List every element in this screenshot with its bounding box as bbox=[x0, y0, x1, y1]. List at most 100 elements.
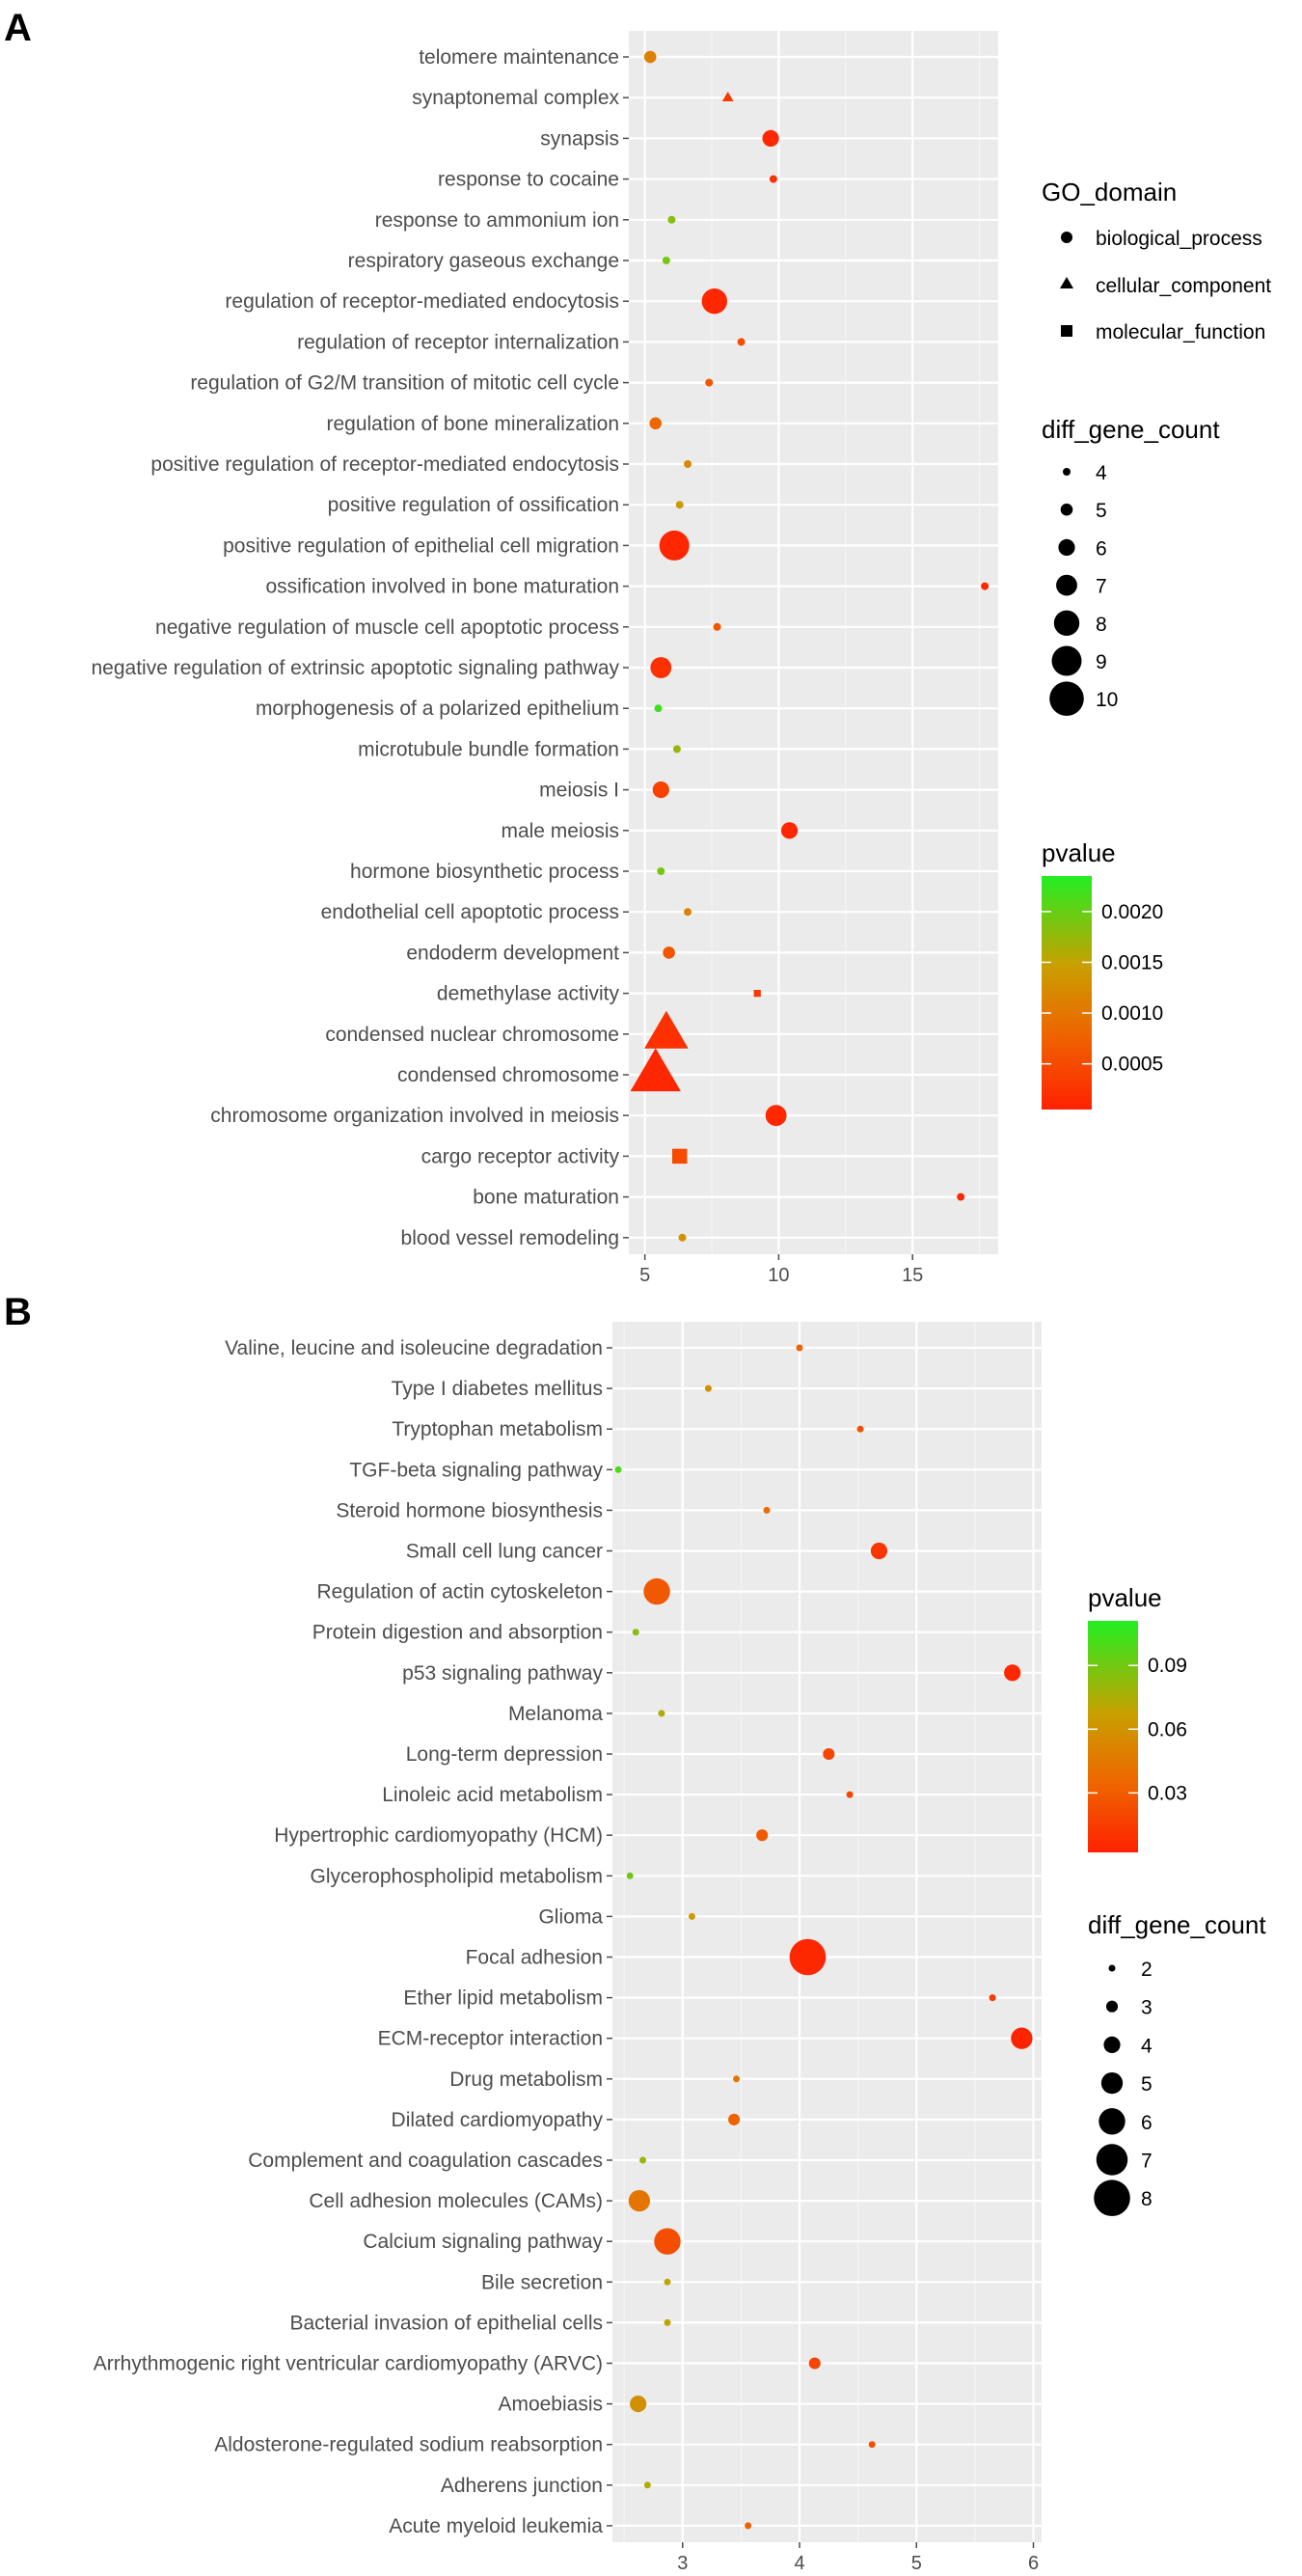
y-tick-label: Focal adhesion bbox=[466, 1947, 603, 1969]
data-point bbox=[639, 2156, 647, 2164]
size-legend-label: 4 bbox=[1096, 462, 1107, 484]
y-tick-label: ossification involved in bone maturation bbox=[265, 576, 619, 598]
data-point bbox=[667, 215, 676, 224]
data-point bbox=[654, 2228, 681, 2255]
y-tick-label: Type I diabetes mellitus bbox=[392, 1378, 603, 1400]
y-tick-label: Adherens junction bbox=[441, 2475, 603, 2497]
x-tick-label: 15 bbox=[902, 1265, 923, 1286]
y-tick-label: Dilated cardiomyopathy bbox=[392, 2109, 604, 2131]
data-point bbox=[684, 460, 692, 468]
y-tick-label: Melanoma bbox=[508, 1703, 603, 1725]
y-tick-label: demethylase activity bbox=[437, 983, 620, 1005]
size-legend-label: 8 bbox=[1096, 614, 1107, 636]
y-tick-label: Valine, leucine and isoleucine degradati… bbox=[225, 1337, 603, 1359]
y-tick-label: Ether lipid metabolism bbox=[403, 1987, 603, 2010]
data-point bbox=[650, 657, 672, 678]
size-legend-dot bbox=[1063, 468, 1071, 476]
panel-background bbox=[629, 31, 998, 1254]
data-point bbox=[756, 1829, 769, 1842]
x-tick-label: 3 bbox=[677, 2553, 688, 2574]
colorbar-tick-label: 0.0010 bbox=[1101, 1002, 1163, 1025]
y-tick-label: positive regulation of epithelial cell m… bbox=[223, 534, 619, 557]
legend-shape-circle bbox=[1061, 232, 1072, 243]
data-point bbox=[957, 1192, 965, 1201]
y-tick-label: response to ammonium ion bbox=[375, 209, 619, 232]
data-point bbox=[643, 2481, 651, 2489]
data-point-triangle bbox=[644, 1010, 689, 1049]
data-point bbox=[823, 1747, 835, 1761]
size-legend-label: 3 bbox=[1141, 1997, 1153, 2019]
data-point bbox=[868, 2441, 876, 2449]
y-tick-label: condensed chromosome bbox=[397, 1064, 619, 1086]
y-tick-label: Linoleic acid metabolism bbox=[382, 1784, 603, 1806]
y-tick-label: response to cocaine bbox=[438, 169, 619, 191]
y-tick-label: Calcium signaling pathway bbox=[363, 2231, 603, 2253]
y-tick-label: p53 signaling pathway bbox=[402, 1662, 603, 1685]
y-tick-label: Cell adhesion molecules (CAMs) bbox=[309, 2190, 603, 2212]
legend-shape-triangle bbox=[1060, 277, 1073, 288]
size-legend-label: 5 bbox=[1141, 2073, 1153, 2096]
colorbar-tick-label: 0.03 bbox=[1148, 1782, 1187, 1804]
y-tick-label: synaptonemal complex bbox=[412, 87, 619, 109]
y-tick-label: respiratory gaseous exchange bbox=[348, 250, 619, 272]
size-legend-label: 4 bbox=[1141, 2035, 1153, 2057]
data-point-square bbox=[753, 990, 761, 998]
panel-b-plot: Valine, leucine and isoleucine degradati… bbox=[94, 1322, 1042, 2574]
data-point bbox=[762, 129, 779, 147]
size-legend-label: 7 bbox=[1141, 2151, 1153, 2173]
size-legend-dot bbox=[1053, 610, 1080, 636]
x-tick-label: 5 bbox=[911, 2553, 922, 2574]
x-tick-label: 6 bbox=[1028, 2553, 1039, 2574]
data-point bbox=[672, 745, 681, 754]
size-legend-label: 2 bbox=[1141, 1959, 1153, 1981]
panel-b-label: B bbox=[4, 1291, 32, 1333]
data-point bbox=[856, 1425, 864, 1433]
size-legend-title-b: diff_gene_count bbox=[1088, 1910, 1266, 1939]
size-legend-dot bbox=[1049, 681, 1084, 716]
colorbar-tick-label: 0.09 bbox=[1148, 1655, 1187, 1677]
data-point bbox=[663, 946, 675, 959]
data-point bbox=[846, 1791, 854, 1798]
x-tick-label: 4 bbox=[794, 2553, 804, 2574]
data-point bbox=[789, 1938, 827, 1976]
size-legend-dot bbox=[1058, 538, 1075, 557]
y-tick-label: endoderm development bbox=[406, 942, 619, 964]
data-point bbox=[654, 704, 663, 713]
data-point bbox=[657, 867, 665, 875]
y-tick-label: Bacterial invasion of epithelial cells bbox=[289, 2312, 603, 2334]
data-point bbox=[643, 1577, 670, 1605]
size-legend-dot bbox=[1103, 2036, 1121, 2053]
data-point bbox=[678, 1233, 687, 1242]
y-tick-label: negative regulation of muscle cell apopt… bbox=[155, 617, 619, 639]
y-tick-label: endothelial cell apoptotic process bbox=[321, 901, 619, 923]
size-legend-label: 8 bbox=[1141, 2188, 1153, 2210]
colorbar-tick-label: 0.06 bbox=[1148, 1718, 1187, 1740]
pvalue-colorbar-b bbox=[1088, 1621, 1138, 1852]
data-point bbox=[632, 1629, 639, 1636]
data-point bbox=[763, 1506, 771, 1514]
legend-shape-label: molecular_function bbox=[1096, 321, 1265, 343]
data-point bbox=[1004, 1664, 1021, 1682]
y-tick-label: Protein digestion and absorption bbox=[312, 1622, 603, 1644]
data-point bbox=[688, 1912, 695, 1920]
size-legend-dot bbox=[1096, 2144, 1128, 2176]
y-tick-label: ECM-receptor interaction bbox=[378, 2028, 603, 2050]
y-tick-label: blood vessel remodeling bbox=[401, 1227, 619, 1249]
panel-a-label: A bbox=[4, 7, 32, 49]
data-point bbox=[713, 622, 721, 631]
go-domain-legend-title: GO_domain bbox=[1042, 178, 1177, 206]
legend-shape-square bbox=[1061, 325, 1072, 337]
y-tick-label: Amoebiasis bbox=[498, 2394, 603, 2416]
data-point bbox=[649, 417, 663, 430]
y-tick-label: morphogenesis of a polarized epithelium bbox=[256, 698, 619, 720]
y-tick-label: meiosis I bbox=[539, 780, 619, 802]
data-point bbox=[765, 1105, 787, 1127]
pvalue-colorbar-ticks-b: 0.09 0.06 0.03 bbox=[1088, 1655, 1187, 1804]
size-legend-a: 4 5 6 7 8 9 10 bbox=[1049, 462, 1118, 716]
y-tick-label: microtubule bundle formation bbox=[358, 738, 619, 760]
data-point bbox=[662, 257, 670, 264]
colorbar-tick-label: 0.0015 bbox=[1101, 951, 1163, 973]
size-legend-dot bbox=[1051, 645, 1082, 676]
size-legend-label: 6 bbox=[1141, 2112, 1153, 2134]
